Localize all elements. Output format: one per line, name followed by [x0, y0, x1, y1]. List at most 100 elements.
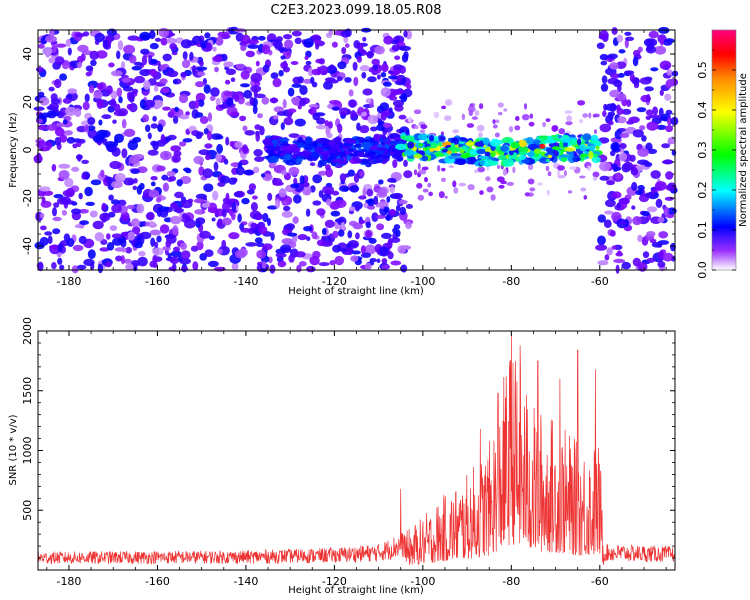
spectrogram-cell [437, 165, 441, 172]
spectrogram-cell [654, 181, 667, 191]
spectrogram-cell [312, 112, 321, 121]
spectrogram-cell [42, 47, 53, 56]
spectrogram-cell [641, 210, 650, 217]
spectrogram-cell [506, 181, 514, 186]
spectrogram-cell [286, 232, 298, 237]
spectrogram-cell [170, 250, 182, 258]
spectrogram-cell [361, 72, 367, 79]
spectrogram-cell [448, 165, 455, 169]
spectrogram-cell [277, 260, 287, 268]
spectrogram-cell [615, 172, 622, 180]
spectrogram-cell [365, 98, 372, 104]
spectrogram-cell [390, 260, 402, 266]
spectrogram-cell [615, 61, 627, 69]
spectrogram-cell [465, 141, 474, 146]
spectrogram-cell [171, 154, 181, 163]
spectrogram-cell [579, 153, 589, 158]
spectrogram-cell [607, 120, 614, 126]
spectrogram-cell [293, 194, 302, 204]
spectrogram-ytick-label: -20 [21, 189, 34, 207]
spectrogram-cell [85, 71, 92, 77]
spectrogram-cell [203, 84, 211, 94]
spectrogram-cell [123, 128, 136, 137]
spectrogram-cell [469, 149, 479, 156]
spectrogram-cell [204, 32, 211, 39]
spectrogram-cell [395, 143, 407, 151]
spectrogram-cell [352, 61, 358, 71]
spectrogram-cell [655, 198, 663, 208]
spectrogram-cell [383, 81, 392, 87]
spectrogram-cell [662, 252, 674, 262]
spectrogram-cell [90, 179, 102, 186]
spectrogram-xtick-label: -60 [591, 275, 609, 288]
spectrogram-cell [195, 112, 204, 118]
spectrogram-cell [375, 214, 386, 219]
spectrogram-cell [305, 136, 313, 145]
spectrogram-cell [401, 53, 409, 63]
spectrogram-cell [518, 140, 528, 148]
spectrogram-cell [438, 191, 445, 199]
spectrogram-cell [290, 61, 299, 65]
spectrogram-cell [168, 175, 177, 182]
spectrogram-cell [527, 151, 535, 158]
spectrogram-cell [650, 67, 659, 72]
spectrogram-cell [422, 188, 429, 193]
spectrogram-cell [592, 113, 597, 118]
spectrogram-cell [611, 211, 622, 222]
spectrogram-cell [185, 111, 191, 116]
spectrogram-cell [331, 41, 338, 48]
spectrogram-cell [52, 43, 57, 54]
spectrogram-cell [52, 207, 57, 217]
spectrogram-cell [377, 155, 390, 159]
spectrogram-cell [420, 124, 428, 130]
spectrogram-cell [334, 136, 342, 145]
spectrogram-cell [474, 169, 479, 173]
spectrogram-cell [497, 164, 501, 169]
spectrogram-cell [147, 149, 159, 156]
spectrogram-cell [659, 36, 664, 46]
colorbar-tick-label: 0.0 [696, 261, 709, 279]
spectrogram-cell [156, 165, 166, 172]
spectrogram-cell [644, 192, 655, 198]
spectrogram-cell [46, 124, 58, 131]
spectrogram-cell [78, 192, 83, 200]
spectrogram-cell [152, 141, 159, 151]
spectrogram-cell [597, 214, 606, 223]
spectrogram-cell [182, 51, 188, 60]
spectrogram-cell [99, 212, 111, 222]
spectrogram-cell [67, 47, 72, 56]
colorbar-tick-label: 0.2 [696, 181, 709, 199]
spectrogram-cell [155, 197, 162, 203]
spectrogram-cell [610, 142, 620, 152]
spectrogram-cell [558, 128, 566, 135]
spectrogram-cell [607, 53, 618, 59]
spectrogram-cell [172, 79, 178, 85]
spectrogram-cell [136, 203, 145, 214]
spectrogram-cell [255, 242, 265, 247]
spectrogram-cell [219, 175, 230, 184]
spectrogram-cell [215, 152, 222, 162]
spectrogram-cell [254, 237, 263, 244]
spectrogram-cell [417, 194, 424, 201]
spectrogram-cell [305, 60, 312, 66]
spectrogram-cell [452, 129, 459, 134]
spectrogram-cell [650, 170, 661, 179]
spectrogram-cell [111, 70, 123, 77]
spectrogram-cell [237, 161, 243, 169]
spectrogram-cell [100, 169, 105, 178]
spectrogram-cell [231, 202, 237, 212]
spectrogram-cell [589, 140, 602, 144]
spectrogram-cell [435, 153, 446, 157]
spectrogram-cell [256, 249, 267, 259]
spectrogram-cell [122, 86, 134, 92]
spectrogram-cell [444, 115, 452, 121]
spectrogram-cell [38, 43, 45, 49]
spectrogram-cell [282, 66, 291, 73]
spectrogram-cell [291, 30, 302, 37]
spectrogram-cell [471, 116, 478, 120]
colorbar-tick-label: 0.3 [696, 141, 709, 159]
snr-xlabel: Height of straight line (km) [288, 585, 424, 596]
spectrogram-cell [150, 237, 156, 247]
spectrogram-cell [284, 39, 294, 50]
spectrogram-cell [117, 40, 124, 51]
